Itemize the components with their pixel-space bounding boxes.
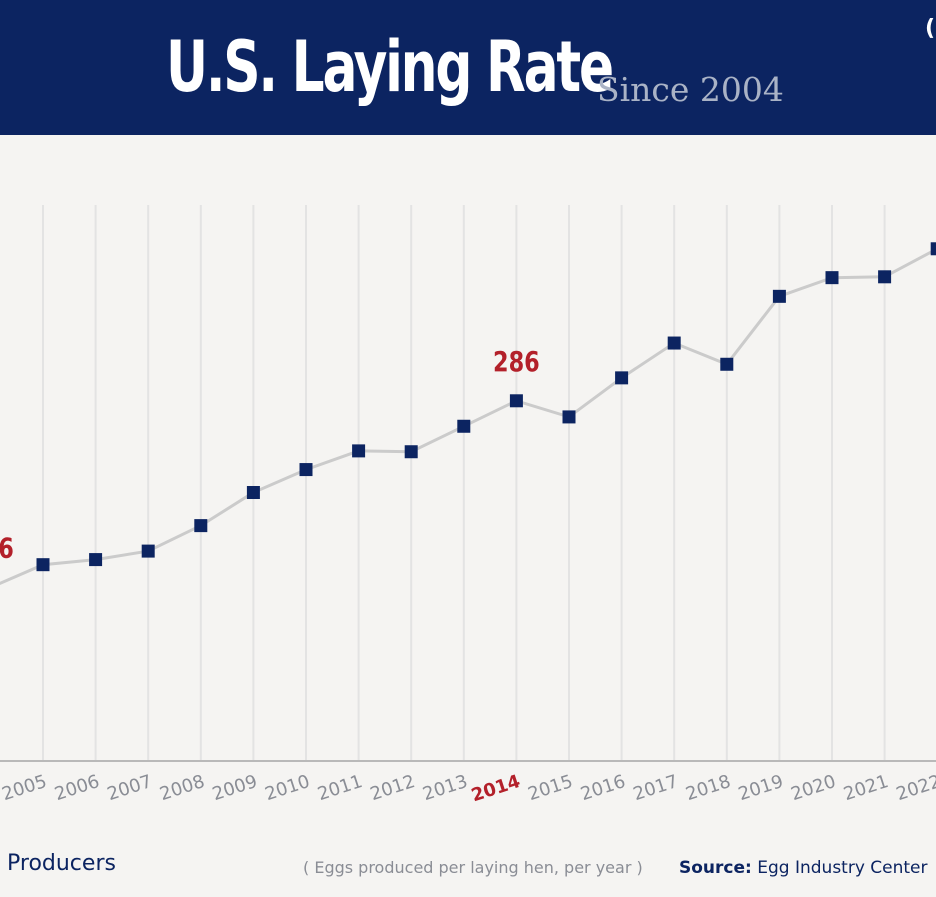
chart-subtitle: Since 2004 <box>597 70 784 109</box>
chart-title: U.S. Laying Rate <box>166 26 614 108</box>
x-tick-2019: 2019 <box>736 771 786 805</box>
data-point-2013 <box>457 419 471 433</box>
data-point-2010 <box>299 463 313 477</box>
data-labels: 256 286 <box>0 344 540 564</box>
series-markers <box>36 242 936 572</box>
data-point-2014 <box>509 394 523 408</box>
data-label-2014: 286 <box>493 344 540 377</box>
x-tick-2012: 2012 <box>368 771 418 805</box>
data-point-2012 <box>404 445 418 459</box>
data-point-2009 <box>246 486 260 499</box>
data-point-2008 <box>194 519 208 533</box>
data-label-2004: 256 <box>0 531 14 564</box>
x-tick-2016: 2016 <box>578 771 628 805</box>
data-point-2020 <box>825 271 839 285</box>
source-value: Egg Industry Center <box>757 858 928 878</box>
header-banner: U.S. Laying Rate Since 2004 ( <box>0 0 936 135</box>
x-tick-2005: 2005 <box>0 771 49 805</box>
footer-source: Source: Egg Industry Center <box>679 858 928 878</box>
x-tick-2020: 2020 <box>788 771 838 805</box>
x-tick-2007: 2007 <box>105 771 155 805</box>
x-tick-2010: 2010 <box>262 771 312 805</box>
x-tick-labels: 2004200520062007200820092010201120122013… <box>0 771 936 806</box>
series-line-laying-rate <box>0 247 936 586</box>
x-tick-2022: 2022 <box>894 771 936 805</box>
corner-glyph: ( <box>925 16 936 41</box>
data-point-2007 <box>141 544 155 558</box>
data-point-2018 <box>720 357 734 371</box>
x-tick-2015: 2015 <box>525 771 575 805</box>
x-tick-2021: 2021 <box>841 771 891 805</box>
gridlines <box>42 205 886 760</box>
data-point-2019 <box>772 289 786 303</box>
data-point-2005 <box>36 558 50 572</box>
data-point-2017 <box>667 336 681 350</box>
x-tick-2014: 2014 <box>469 771 523 806</box>
x-tick-2006: 2006 <box>52 771 102 805</box>
footer-unit-note: ( Eggs produced per laying hen, per year… <box>303 858 643 877</box>
data-point-2021 <box>878 270 892 284</box>
data-point-2016 <box>615 371 629 385</box>
footer-producers-text: Producers <box>7 851 116 876</box>
source-label: Source: <box>679 858 752 878</box>
x-tick-2011: 2011 <box>315 771 365 805</box>
x-tick-2009: 2009 <box>210 771 260 805</box>
x-tick-2017: 2017 <box>631 771 681 805</box>
x-tick-2018: 2018 <box>683 771 733 805</box>
x-tick-2013: 2013 <box>420 771 470 805</box>
data-point-2015 <box>562 410 576 424</box>
data-point-2011 <box>352 444 366 458</box>
data-point-2006 <box>89 553 103 567</box>
data-point-2022 <box>930 242 936 256</box>
x-tick-2008: 2008 <box>157 771 207 805</box>
